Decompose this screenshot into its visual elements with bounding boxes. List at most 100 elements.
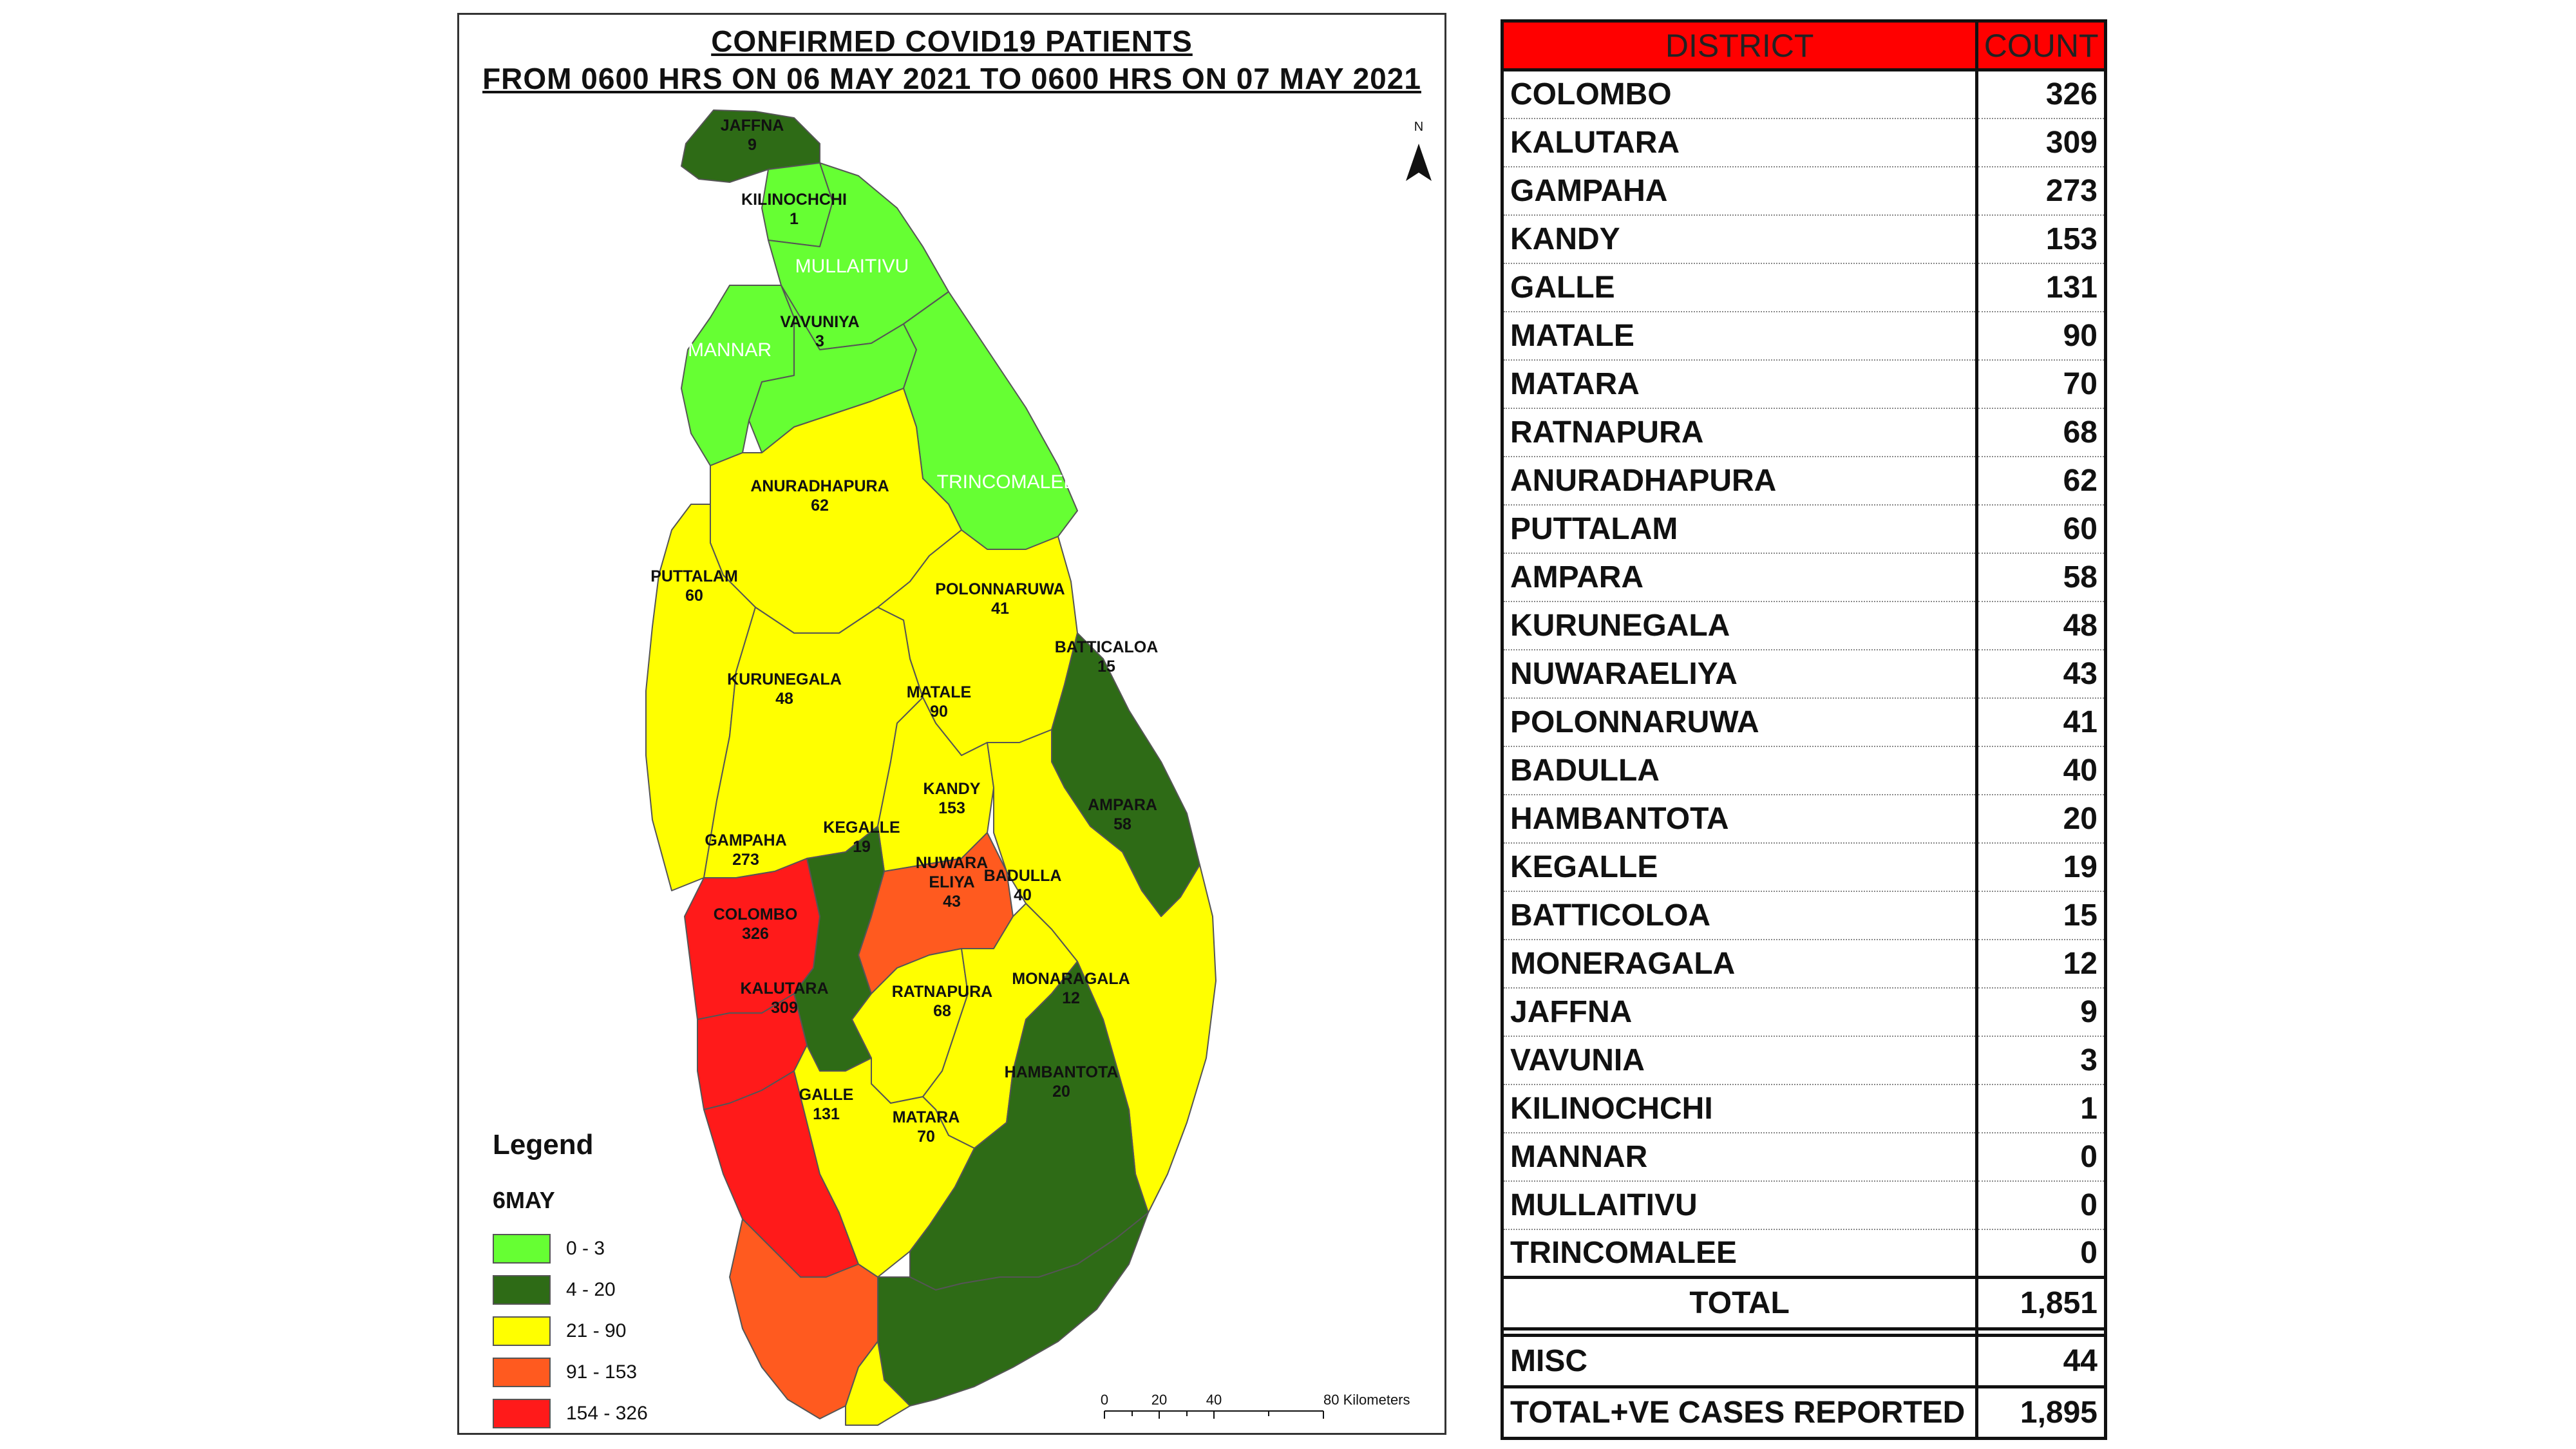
district-label-polonnaruwa: POLONNARUWA (935, 580, 1065, 598)
row-district: AMPARA (1500, 553, 1979, 602)
misc-label: MISC (1500, 1334, 1979, 1388)
north-arrow-icon: N (1406, 120, 1432, 181)
district-label-colombo: 326 (742, 925, 769, 943)
legend-label: 0 - 3 (566, 1238, 605, 1259)
reported-label: TOTAL+VE CASES REPORTED (1500, 1385, 1979, 1440)
table-row: BATTICOLOA 15 (1500, 891, 2107, 940)
district-label-matara: MATARA (893, 1108, 960, 1126)
district-label-jaffna: JAFFNA (721, 117, 784, 135)
legend-swatch (493, 1275, 551, 1305)
table-row: GAMPAHA 273 (1500, 166, 2107, 216)
district-label-trincomalee: TRINCOMALEE (937, 471, 1077, 493)
row-count: 0 (1975, 1132, 2107, 1182)
district-ratnapura (793, 1045, 975, 1278)
row-district: MULLAITIVU (1500, 1180, 1979, 1230)
legend-label: 4 - 20 (566, 1279, 616, 1300)
row-district: VAVUNIA (1500, 1036, 1979, 1085)
row-district: PUTTALAM (1500, 504, 1979, 554)
header-district: DISTRICT (1500, 19, 1979, 71)
district-label-mannar: MANNAR (688, 339, 772, 361)
table-row: POLONNARUWA 41 (1500, 697, 2107, 747)
table-row: MATARA 70 (1500, 359, 2107, 409)
map-title: CONFIRMED COVID19 PATIENTS FROM 0600 HRS… (459, 24, 1444, 96)
table-row: COLOMBO 326 (1500, 70, 2107, 119)
district-label-badulla: 40 (1014, 886, 1032, 904)
scale-label-80-km: 80 Kilometers (1323, 1392, 1410, 1408)
row-count: 0 (1975, 1180, 2107, 1230)
table-row: MATALE 90 (1500, 311, 2107, 361)
row-district: NUWARAELIYA (1500, 649, 1979, 699)
scale-label-20: 20 (1151, 1392, 1167, 1408)
district-count-table-panel: DISTRICT COUNT COLOMBO 326 KALUTARA 309 GA… (1500, 19, 2107, 1440)
total-label: TOTAL (1500, 1276, 1979, 1331)
row-district: BATTICOLOA (1500, 891, 1979, 940)
district-label-nuwara-eliya: NUWARA (916, 854, 989, 872)
total-value: 1,851 (1975, 1276, 2107, 1331)
table-header-row: DISTRICT COUNT (1500, 19, 2107, 71)
table-spacer (1500, 1329, 2107, 1336)
table-row: KANDY 153 (1500, 214, 2107, 264)
table-row: VAVUNIA 3 (1500, 1036, 2107, 1085)
table-row: NUWARAELIYA 43 (1500, 649, 2107, 699)
district-label-hambantota: 20 (1052, 1083, 1070, 1101)
legend-item: 154 - 326 (493, 1393, 750, 1434)
district-label-kegalle: 19 (853, 838, 871, 856)
district-label-gampaha: GAMPAHA (705, 831, 786, 849)
district-label-kandy: 153 (938, 799, 965, 817)
row-count: 70 (1975, 359, 2107, 409)
legend: Legend 6MAY 0 - 3 4 - 20 21 - 90 91 - 15… (493, 1129, 750, 1434)
legend-title: Legend (493, 1129, 594, 1160)
district-label-ampara: AMPARA (1088, 796, 1157, 814)
table-row: ANURADHAPURA 62 (1500, 456, 2107, 506)
row-district: MANNAR (1500, 1132, 1979, 1182)
district-label-kalutara: KALUTARA (740, 980, 828, 998)
row-count: 60 (1975, 504, 2107, 554)
district-label-kurunegala: KURUNEGALA (727, 670, 842, 688)
table-row: KALUTARA 309 (1500, 118, 2107, 167)
row-count: 58 (1975, 553, 2107, 602)
district-label-badulla: BADULLA (984, 867, 1062, 885)
district-label-gampaha: 273 (732, 851, 759, 869)
district-label-nuwara-eliya: ELIYA (929, 873, 974, 891)
north-label: N (1414, 120, 1423, 134)
row-count: 326 (1975, 70, 2107, 119)
district-count-table: DISTRICT COUNT COLOMBO 326 KALUTARA 309 GA… (1500, 19, 2107, 1440)
misc-row: MISC 44 (1500, 1334, 2107, 1388)
legend-swatch (493, 1316, 551, 1346)
district-label-nuwara-eliya: 43 (943, 893, 961, 911)
table-row: GALLE 131 (1500, 263, 2107, 312)
table-row: KILINOCHCHI 1 (1500, 1084, 2107, 1133)
table-row: JAFFNA 9 (1500, 987, 2107, 1037)
row-district: MONERAGALA (1500, 939, 1979, 989)
table-row: MANNAR 0 (1500, 1132, 2107, 1182)
row-district: KALUTARA (1500, 118, 1979, 167)
legend-swatch (493, 1234, 551, 1264)
district-label-colombo: COLOMBO (714, 905, 798, 923)
row-count: 62 (1975, 456, 2107, 506)
total-row: TOTAL 1,851 (1500, 1276, 2107, 1331)
row-count: 0 (1975, 1229, 2107, 1278)
district-label-matale: 90 (930, 703, 948, 721)
legend-label: 91 - 153 (566, 1361, 638, 1383)
district-label-batticaloa: BATTICALOA (1055, 638, 1159, 656)
row-district: MATARA (1500, 359, 1979, 409)
table-row: HAMBANTOTA 20 (1500, 794, 2107, 844)
map-panel: N 0 20 40 80 Kilometers JAFFNA 9 KILINOCHC… (457, 13, 1446, 1435)
table-row: RATNAPURA 68 (1500, 408, 2107, 457)
row-district: MATALE (1500, 311, 1979, 361)
table-row: AMPARA 58 (1500, 553, 2107, 602)
map-title-line1: CONFIRMED COVID19 PATIENTS (711, 24, 1193, 58)
table-row: KEGALLE 19 (1500, 842, 2107, 892)
district-label-polonnaruwa: 41 (991, 600, 1009, 618)
table-row: PUTTALAM 60 (1500, 504, 2107, 554)
row-count: 19 (1975, 842, 2107, 892)
district-label-mullaitivu: MULLAITIVU (795, 256, 909, 277)
row-count: 68 (1975, 408, 2107, 457)
legend-item: 4 - 20 (493, 1269, 750, 1311)
row-district: KANDY (1500, 214, 1979, 264)
row-district: KEGALLE (1500, 842, 1979, 892)
district-label-monaragala: MONARAGALA (1012, 970, 1130, 988)
row-district: COLOMBO (1500, 70, 1979, 119)
table-row: BADULLA 40 (1500, 746, 2107, 795)
